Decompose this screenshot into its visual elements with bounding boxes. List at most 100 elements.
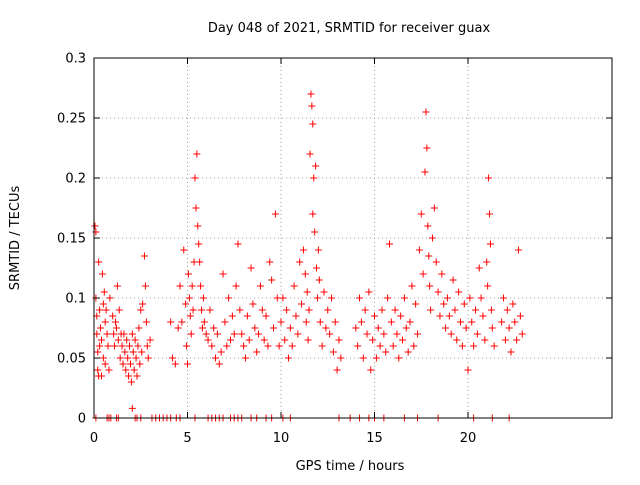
- data-point: [428, 234, 436, 242]
- data-point: [423, 144, 431, 152]
- data-point: [101, 318, 109, 326]
- data-point: [125, 372, 133, 380]
- data-point: [202, 330, 210, 338]
- grid-lines: [94, 58, 612, 418]
- y-tick-label: 0.25: [57, 112, 86, 127]
- data-point: [479, 312, 487, 320]
- data-point: [230, 330, 238, 338]
- data-point: [262, 312, 270, 320]
- data-point: [114, 336, 122, 344]
- data-point: [104, 342, 112, 350]
- data-point: [365, 288, 373, 296]
- data-point: [121, 348, 129, 356]
- data-point: [182, 300, 190, 308]
- data-point: [129, 348, 137, 356]
- data-point: [432, 258, 440, 266]
- data-points: [91, 90, 526, 422]
- data-point: [196, 258, 204, 266]
- data-point: [120, 330, 128, 338]
- data-point: [331, 318, 339, 326]
- data-point: [208, 342, 216, 350]
- data-point: [516, 312, 524, 320]
- data-point: [427, 306, 435, 314]
- y-tick-label: 0.1: [65, 292, 86, 307]
- data-point: [400, 294, 408, 302]
- data-point: [128, 330, 136, 338]
- data-point: [184, 270, 192, 278]
- data-point: [443, 294, 451, 302]
- data-point: [391, 306, 399, 314]
- data-point: [329, 348, 337, 356]
- data-point: [146, 336, 154, 344]
- data-point: [466, 294, 474, 302]
- data-point: [486, 210, 494, 218]
- data-point: [130, 366, 138, 374]
- x-tick-label: 20: [460, 431, 477, 446]
- data-point: [178, 318, 186, 326]
- data-point: [490, 342, 498, 350]
- data-point: [131, 336, 139, 344]
- data-point: [460, 300, 468, 308]
- data-point: [123, 336, 131, 344]
- data-point: [227, 336, 235, 344]
- data-point: [99, 354, 107, 362]
- data-point: [455, 288, 463, 296]
- data-point: [468, 318, 476, 326]
- data-point: [294, 330, 302, 338]
- data-point: [232, 282, 240, 290]
- y-tick-label: 0.3: [65, 52, 86, 67]
- data-point: [126, 342, 134, 350]
- data-point: [243, 312, 251, 320]
- data-point: [357, 318, 365, 326]
- data-point: [389, 342, 397, 350]
- data-point: [308, 102, 316, 110]
- data-point: [140, 252, 148, 260]
- data-point: [380, 330, 388, 338]
- data-point: [316, 318, 324, 326]
- data-point: [486, 240, 494, 248]
- x-tick-label: 10: [273, 431, 290, 446]
- data-point: [290, 282, 298, 290]
- data-point: [445, 312, 453, 320]
- data-point: [277, 318, 285, 326]
- data-point: [103, 330, 111, 338]
- data-point: [376, 342, 384, 350]
- data-point: [195, 240, 203, 248]
- data-point: [458, 342, 466, 350]
- data-point: [174, 324, 182, 332]
- data-point: [94, 348, 102, 356]
- data-point: [176, 282, 184, 290]
- data-point: [397, 312, 405, 320]
- data-point: [361, 306, 369, 314]
- data-point: [314, 246, 322, 254]
- data-point: [199, 294, 207, 302]
- data-point: [189, 306, 197, 314]
- data-point: [136, 360, 144, 368]
- data-point: [327, 294, 335, 302]
- data-point: [356, 294, 364, 302]
- data-point: [352, 324, 360, 332]
- data-point: [111, 342, 119, 350]
- data-point: [299, 246, 307, 254]
- data-point: [354, 342, 362, 350]
- data-point: [451, 306, 459, 314]
- data-point: [122, 366, 130, 374]
- data-point: [206, 306, 214, 314]
- data-point: [320, 288, 328, 296]
- data-point: [271, 210, 279, 218]
- data-point: [306, 150, 314, 158]
- data-point: [417, 210, 425, 218]
- data-point: [112, 318, 120, 326]
- data-point: [310, 174, 318, 182]
- data-point: [393, 330, 401, 338]
- data-point: [425, 252, 433, 260]
- data-point: [115, 306, 123, 314]
- data-point: [266, 258, 274, 266]
- data-point: [134, 342, 142, 350]
- x-tick-label: 5: [183, 431, 191, 446]
- data-point: [303, 288, 311, 296]
- data-point: [253, 348, 261, 356]
- data-point: [144, 354, 152, 362]
- data-point: [264, 342, 272, 350]
